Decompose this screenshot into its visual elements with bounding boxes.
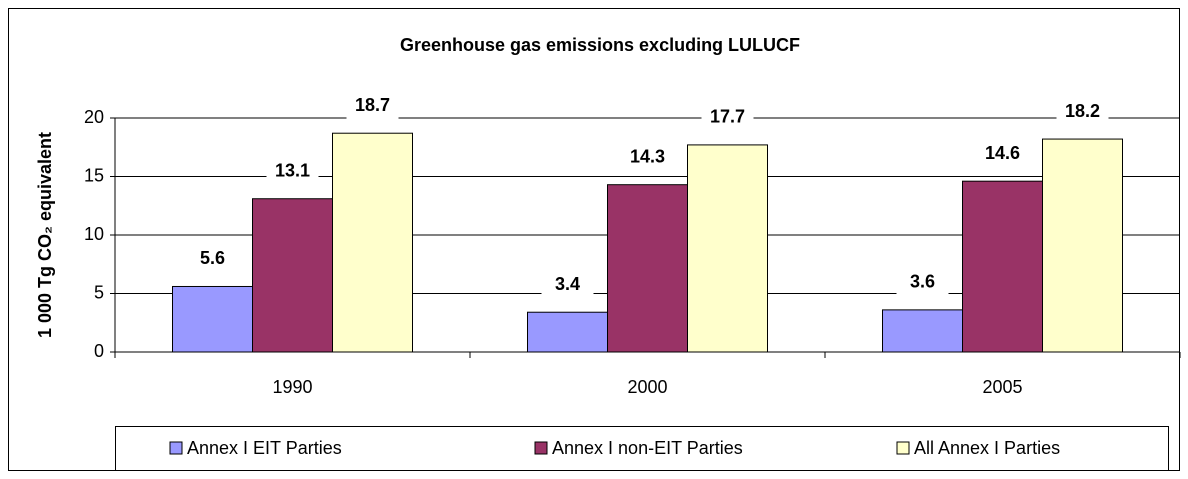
bar: [172, 285, 253, 353]
y-tick-label: 20: [84, 107, 104, 127]
bar: [1042, 138, 1123, 353]
x-tick-label: 1990: [272, 377, 312, 397]
x-tick-label: 2005: [982, 377, 1022, 397]
data-label: 14.3: [630, 146, 665, 166]
data-label: 17.7: [710, 107, 745, 127]
legend-swatch: [896, 441, 910, 455]
data-label: 3.6: [910, 272, 935, 292]
y-tick-label: 0: [94, 341, 104, 361]
label-background: [186, 246, 239, 273]
label-background: [701, 104, 754, 131]
y-tick-label: 10: [84, 224, 104, 244]
y-axis-label: 1 000 Tg CO₂ equivalent: [35, 132, 55, 338]
data-label: 13.1: [275, 160, 310, 180]
bar: [332, 132, 413, 353]
legend-swatch: [169, 441, 183, 455]
label-background: [541, 272, 594, 299]
data-label: 18.2: [1065, 101, 1100, 121]
data-label: 3.4: [555, 274, 580, 294]
legend-box: [115, 426, 1169, 471]
legend-label: Annex I EIT Parties: [187, 438, 342, 458]
label-background: [346, 93, 399, 120]
bar: [252, 198, 333, 353]
bar: [607, 184, 688, 353]
y-tick-label: 15: [84, 165, 104, 185]
label-background: [1056, 99, 1109, 126]
chart-title: Greenhouse gas emissions excluding LULUC…: [400, 35, 800, 55]
legend-label: Annex I non-EIT Parties: [552, 438, 743, 458]
data-label: 5.6: [200, 248, 225, 268]
y-tick-label: 5: [94, 282, 104, 302]
label-background: [896, 269, 949, 296]
x-tick-label: 2000: [627, 377, 667, 397]
legend-swatch: [534, 441, 548, 455]
bar: [882, 309, 963, 353]
label-background: [266, 158, 319, 185]
data-label: 14.6: [985, 143, 1020, 163]
legend-label: All Annex I Parties: [914, 438, 1060, 458]
label-background: [976, 141, 1029, 168]
bar: [962, 180, 1043, 353]
bar: [687, 144, 768, 353]
label-background: [621, 144, 674, 171]
data-label: 18.7: [355, 95, 390, 115]
bar: [527, 311, 608, 353]
